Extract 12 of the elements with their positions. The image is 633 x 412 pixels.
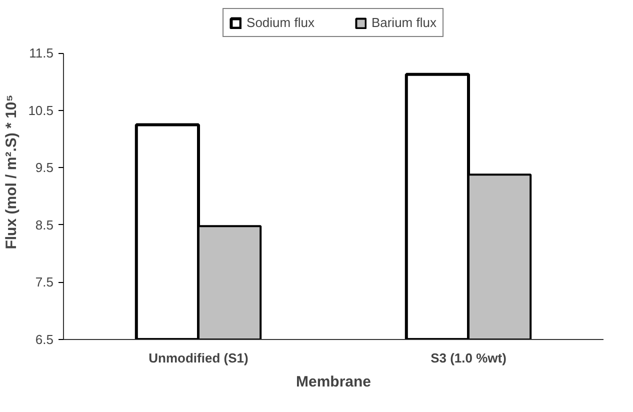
x-tick-label: Unmodified (S1): [148, 350, 248, 366]
y-tick-label: 9.5: [35, 160, 54, 176]
x-axis-title: Membrane: [296, 374, 372, 390]
y-tick-label: 8.5: [35, 217, 54, 232]
y-tick-label: 11.5: [29, 46, 54, 61]
legend-label: Sodium flux: [246, 15, 314, 30]
y-tick-label: 10.5: [28, 102, 54, 118]
y-tick-label: 7.5: [35, 274, 54, 290]
x-tick-label: S3 (1.0 %wt): [430, 350, 506, 366]
y-tick-label: 6.5: [35, 332, 54, 347]
legend-label: Barium flux: [371, 15, 436, 30]
y-axis-title: Flux (mol / m².S) * 10⁵: [3, 94, 20, 250]
